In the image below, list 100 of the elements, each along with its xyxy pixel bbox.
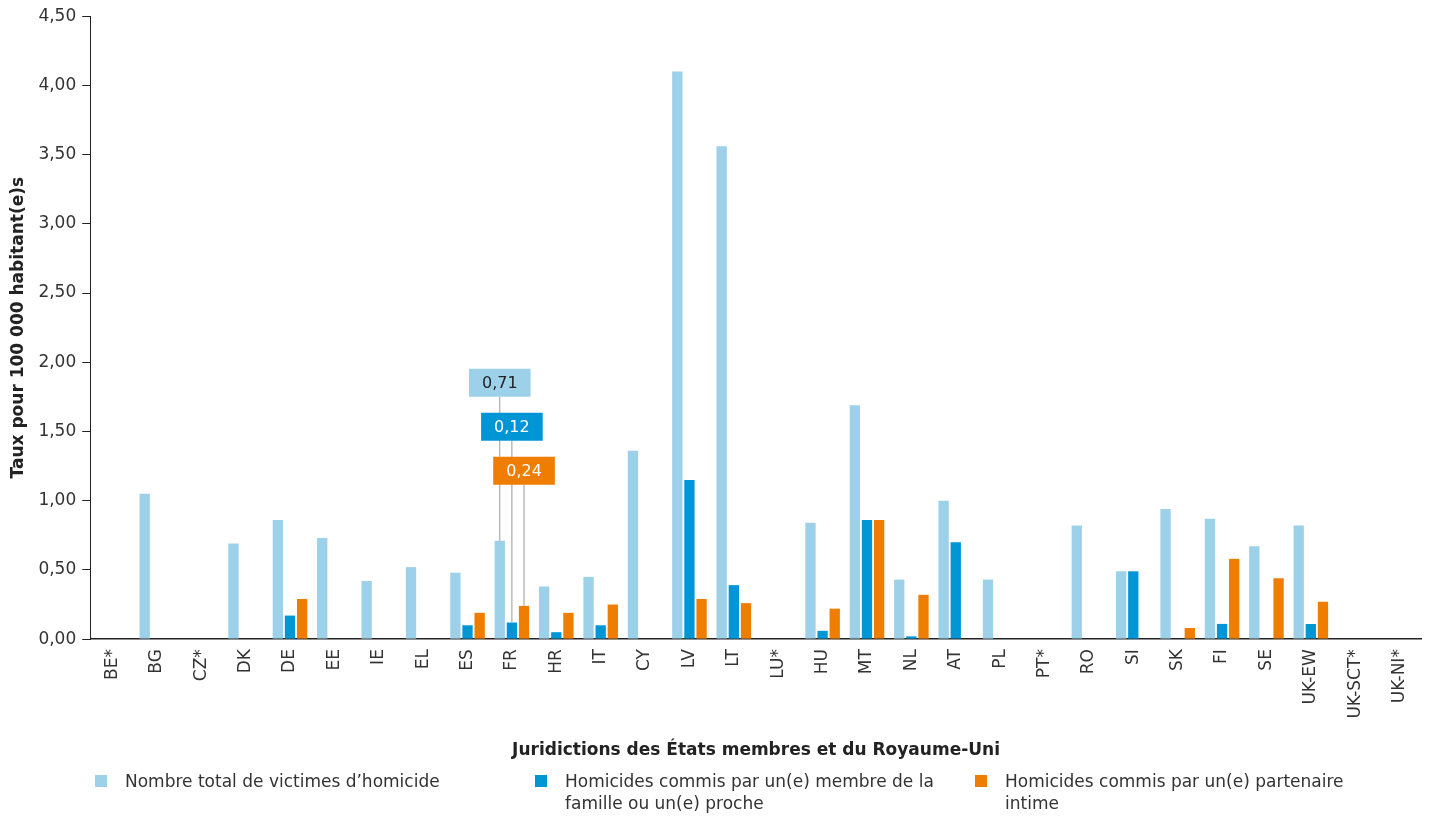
x-tick-label: EE [322,649,343,671]
bar [740,603,752,639]
legend-label: Homicides commis par un(e) partenaire intime [1005,770,1345,814]
bar [805,522,816,639]
bar [696,598,707,639]
y-tick-label: 2,00 [38,350,77,371]
y-tick-label: 1,50 [38,419,77,440]
x-tick-label: SK [1166,648,1187,672]
bar [607,604,618,639]
y-tick-label: 3,50 [38,143,77,164]
bar [627,450,639,639]
bar [829,608,840,639]
bar [296,598,308,639]
data-label: 0,12 [494,416,530,436]
bar [1216,623,1228,639]
legend-label: Homicides commis par un(e) membre de la famille ou un(e) proche [565,770,935,814]
y-tick-label: 3,00 [38,212,77,233]
y-axis-title: Taux pour 100 000 habitant(e)s [6,176,27,479]
y-tick-label: 2,50 [38,281,77,302]
bar [1293,525,1304,639]
bar [716,146,727,639]
bar [894,579,905,639]
x-axis-title: Juridictions des États membres et du Royaume-Uni [511,738,1000,760]
bar [1128,571,1139,639]
x-tick-label: PT* [1032,649,1053,679]
bar [450,572,461,639]
data-label: 0,24 [506,460,542,480]
y-tick-label: 0,50 [38,558,77,579]
bar [950,542,961,639]
bar [1305,623,1316,639]
bar [405,567,417,639]
bar [361,580,372,639]
x-tick-label: MT [855,648,876,675]
bar [982,579,994,639]
bar [228,543,239,639]
bar [906,636,917,639]
y-tick-label: 0,00 [38,627,77,648]
bar [317,538,328,639]
bar [1160,508,1171,639]
bar [1229,558,1240,639]
bar [861,520,873,639]
bar [817,630,828,639]
bar [1184,628,1195,639]
bar [139,493,150,639]
x-tick-label: DE [278,649,299,673]
x-tick-label: AT [944,648,965,670]
bar [1249,546,1260,639]
bar [563,612,574,639]
bar [1204,518,1216,639]
x-tick-label: LT [722,648,743,667]
bar [518,605,530,639]
x-tick-label: HU [811,649,832,675]
bar [1317,601,1329,639]
bar [462,625,473,639]
bar [583,576,594,639]
x-tick-label: SE [1254,649,1275,671]
x-tick-label: HR [544,648,565,674]
x-tick-label: SI [1121,649,1142,665]
data-label: 0,71 [481,372,518,392]
bar [539,586,550,639]
bar [849,405,861,639]
x-tick-label: ES [455,649,476,671]
bar [494,540,505,639]
bar [873,520,885,639]
bar [728,585,739,639]
x-tick-label: BE* [100,649,121,681]
x-tick-label: LU* [766,649,787,679]
legend-label: Nombre total de victimes d’homicide [125,770,441,792]
bar [684,479,695,639]
x-tick-label: FR [500,648,521,671]
bar [595,625,606,639]
y-tick-label: 1,00 [38,489,77,510]
x-tick-label: BG [145,649,166,674]
bar [1071,525,1082,639]
x-tick-label: CZ* [189,649,210,682]
bar [506,622,518,639]
x-tick-label: PL [988,648,1009,669]
y-tick-label: 4,00 [38,73,77,94]
x-tick-label: DK [234,648,255,674]
x-tick-label: RO [1077,649,1098,675]
x-tick-label: NL [899,648,920,672]
bar [474,612,485,639]
bar [272,520,284,639]
bar [1273,578,1284,639]
x-tick-label: EL [411,648,432,670]
bar [1116,571,1127,639]
bar [938,500,949,639]
bar [672,71,683,639]
x-tick-label: IE [367,649,388,665]
bar [284,615,296,639]
x-tick-label: UK-SCT* [1343,649,1364,719]
y-tick-label: 4,50 [38,4,77,25]
x-tick-label: UK-EW [1299,648,1320,705]
x-tick-label: LV [677,648,698,669]
x-tick-label: CY [633,648,654,672]
bar [918,594,929,639]
x-tick-label: IT [589,648,610,665]
x-tick-label: FI [1210,649,1231,664]
x-tick-label: UK-NI* [1388,649,1409,704]
bar [551,632,562,639]
